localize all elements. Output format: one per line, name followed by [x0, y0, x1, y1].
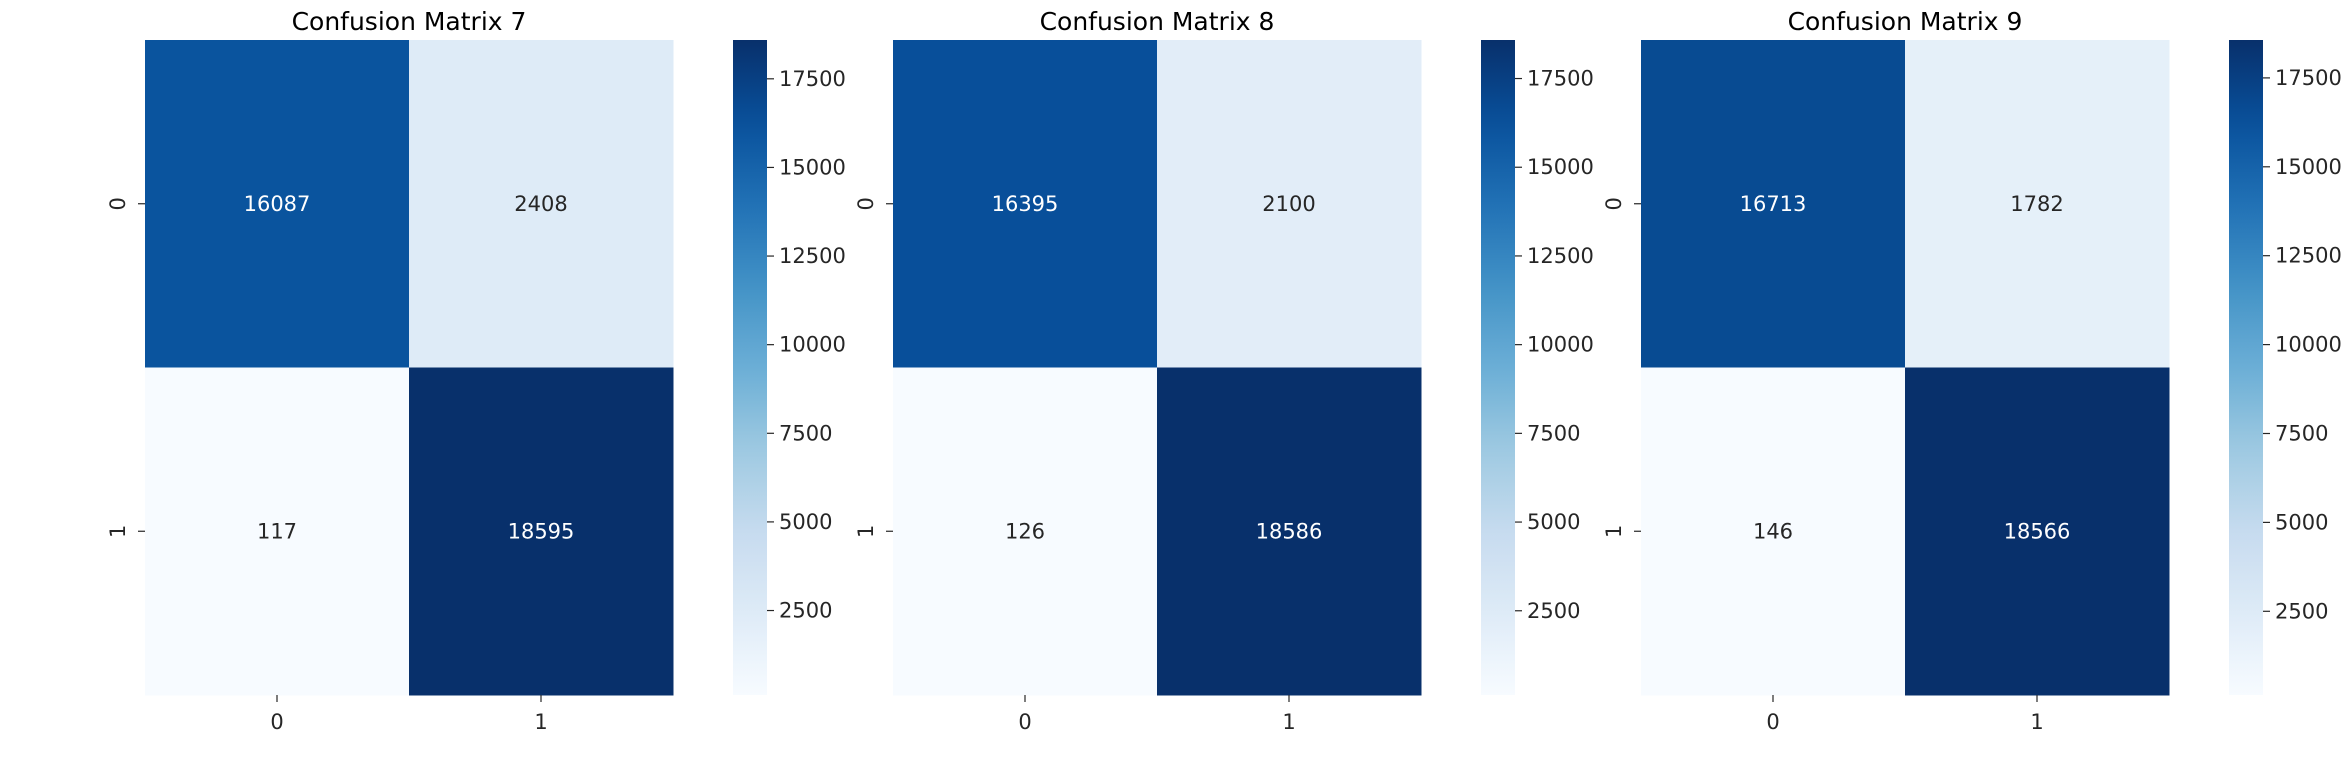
cell-value-label: 16087 — [244, 192, 311, 216]
cell-value-label: 2100 — [1262, 192, 1315, 216]
colorbar-tick-label: 5000 — [779, 510, 832, 534]
panel-title: Confusion Matrix 9 — [1788, 7, 2023, 36]
colorbar-tick-label: 17500 — [779, 67, 846, 91]
colorbar-tick-label: 5000 — [1527, 510, 1580, 534]
cell-value-label: 18586 — [1256, 519, 1323, 543]
heatmap-cell — [1641, 40, 1906, 368]
colorbar-tick-label: 10000 — [779, 333, 846, 357]
colorbar-tick-label: 7500 — [1527, 421, 1580, 445]
colorbar-tick-label: 12500 — [2275, 244, 2342, 268]
colorbar-tick-label: 12500 — [779, 244, 846, 268]
heatmap-cell — [1905, 40, 2170, 368]
colorbar-tick-label: 7500 — [2275, 421, 2328, 445]
colorbar-tick-label: 10000 — [2275, 333, 2342, 357]
heatmap-cell — [409, 40, 674, 368]
colorbar-tick-label: 2500 — [2275, 599, 2328, 623]
y-tick-label: 0 — [106, 197, 130, 210]
cell-value-label: 126 — [1005, 519, 1045, 543]
heatmap-cell — [1157, 367, 1422, 696]
cell-value-label: 18595 — [508, 519, 575, 543]
y-tick-label: 1 — [854, 525, 878, 538]
heatmap-cell — [145, 367, 410, 696]
colorbar-tick-label: 2500 — [1527, 599, 1580, 623]
cell-value-label: 146 — [1753, 519, 1793, 543]
cell-value-label: 117 — [257, 519, 297, 543]
x-tick-label: 1 — [1282, 710, 1295, 734]
heatmap-cell — [893, 40, 1158, 368]
cell-value-label: 16395 — [992, 192, 1059, 216]
heatmap-cell — [1157, 40, 1422, 368]
colorbar — [733, 40, 767, 695]
heatmap-cell — [1905, 367, 2170, 696]
heatmap-cell — [409, 367, 674, 696]
colorbar-tick-label: 15000 — [2275, 155, 2342, 179]
x-tick-label: 0 — [1018, 710, 1031, 734]
colorbar-tick-label: 17500 — [1527, 67, 1594, 91]
colorbar-tick-label: 17500 — [2275, 66, 2342, 90]
heatmap-cell — [893, 367, 1158, 696]
cell-value-label: 2408 — [514, 192, 567, 216]
colorbar-tick-label: 15000 — [1527, 155, 1594, 179]
cell-value-label: 1782 — [2010, 192, 2063, 216]
colorbar — [1481, 40, 1515, 695]
colorbar-tick-label: 12500 — [1527, 244, 1594, 268]
heatmap-cell — [145, 40, 410, 368]
colorbar-tick-label: 2500 — [779, 599, 832, 623]
y-tick-label: 0 — [1602, 197, 1626, 210]
colorbar-tick-label: 5000 — [2275, 510, 2328, 534]
heatmap-cell — [1641, 367, 1906, 696]
panel-title: Confusion Matrix 7 — [292, 7, 527, 36]
colorbar — [2229, 40, 2263, 695]
colorbar-tick-label: 15000 — [779, 155, 846, 179]
x-tick-label: 1 — [534, 710, 547, 734]
x-tick-label: 0 — [270, 710, 283, 734]
y-tick-label: 1 — [1602, 525, 1626, 538]
cell-value-label: 16713 — [1740, 192, 1807, 216]
colorbar-tick-label: 7500 — [779, 421, 832, 445]
x-tick-label: 0 — [1766, 710, 1779, 734]
colorbar-tick-label: 10000 — [1527, 333, 1594, 357]
x-tick-label: 1 — [2030, 710, 2043, 734]
cell-value-label: 18566 — [2004, 519, 2071, 543]
y-tick-label: 0 — [854, 197, 878, 210]
panel-title: Confusion Matrix 8 — [1040, 7, 1275, 36]
y-tick-label: 1 — [106, 525, 130, 538]
